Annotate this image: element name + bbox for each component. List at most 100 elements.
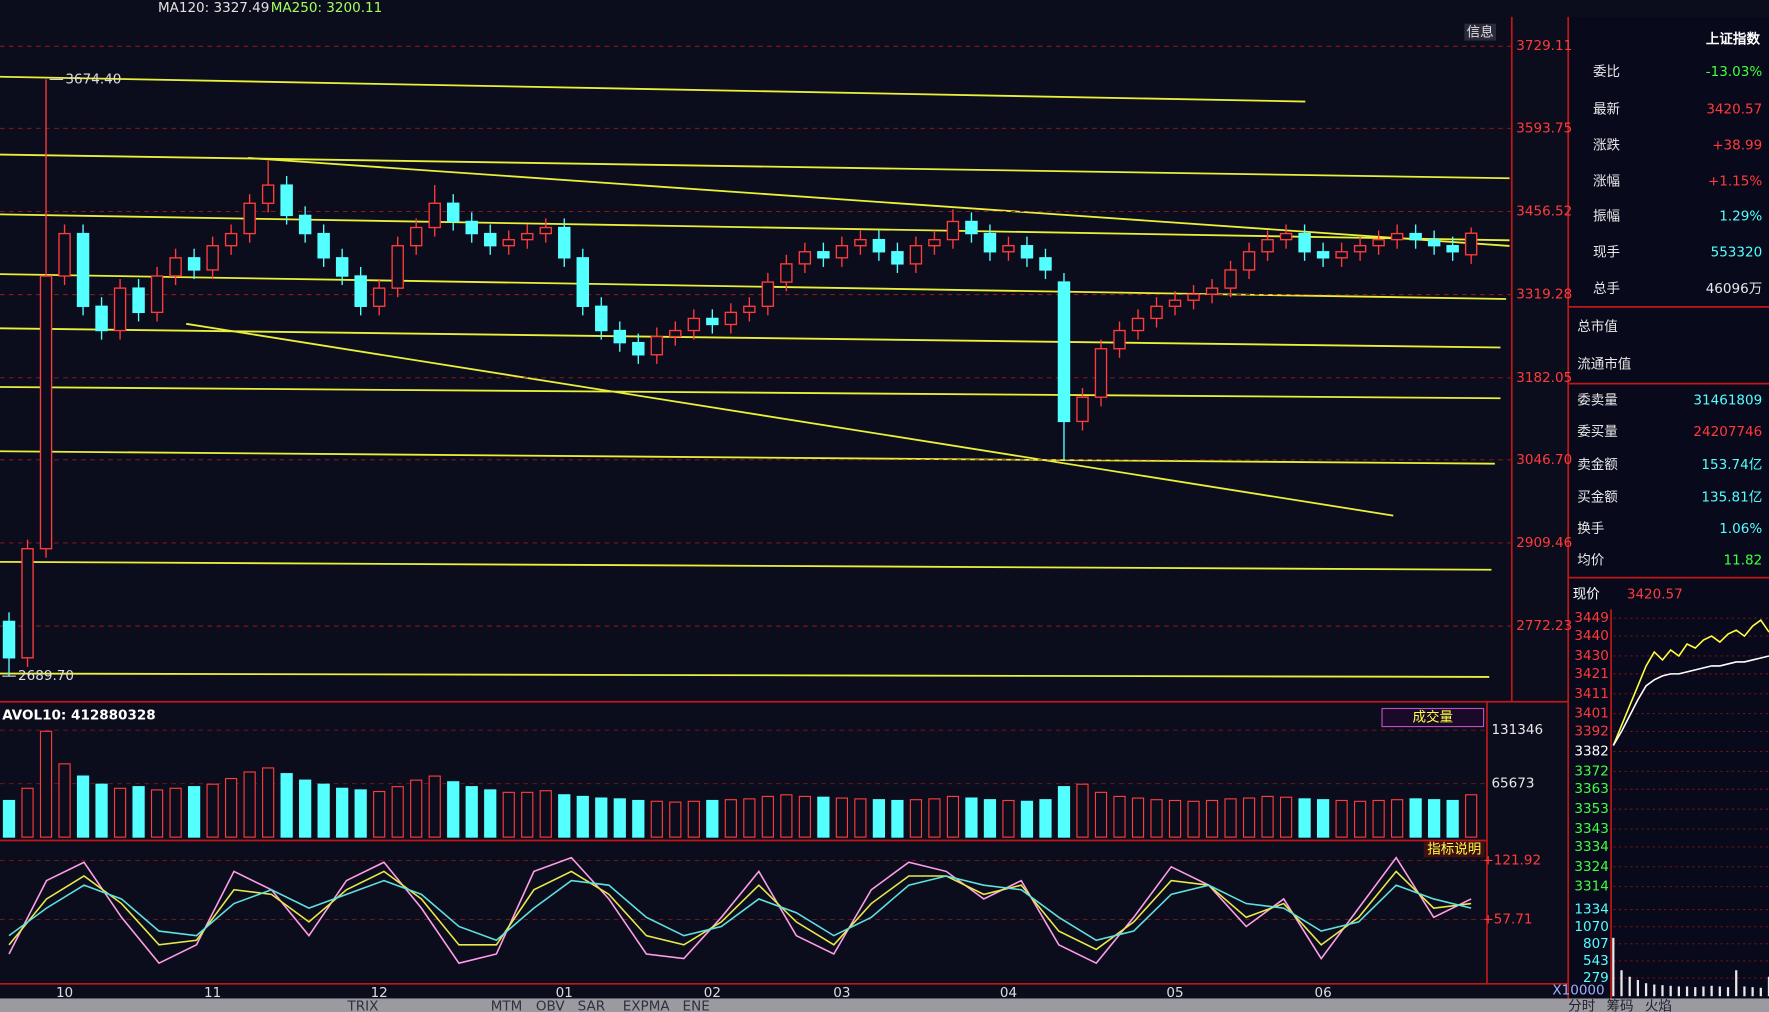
candle-body: [280, 184, 293, 217]
x-tick-label: 05: [1166, 985, 1183, 1001]
candle-body: [1020, 245, 1034, 259]
candle-body: [1168, 299, 1182, 307]
y-tick-label: 3382: [1574, 743, 1608, 759]
candle-body: [891, 251, 904, 265]
quote-value: 135.81亿: [1701, 490, 1762, 506]
volume-bar: [391, 786, 404, 838]
quote-label: 委买量: [1577, 424, 1618, 440]
candle-body: [854, 238, 867, 247]
volume-bar: [262, 767, 275, 838]
y-tick-label: 3363: [1574, 781, 1608, 797]
y-tick-label: 3324: [1574, 859, 1608, 875]
quote-label: 委卖量: [1577, 393, 1618, 409]
volume-bar: [484, 789, 497, 838]
candle-body: [372, 287, 386, 307]
view-tab[interactable]: 火焰: [1645, 998, 1672, 1012]
volume-bar: [76, 775, 90, 838]
y-tick-label: 3343: [1574, 821, 1608, 837]
volume-bar: [872, 799, 886, 838]
indicator-line: [8, 856, 1472, 965]
candle-body: [1316, 251, 1330, 259]
indicator-help[interactable]: [1423, 841, 1485, 858]
indicator: MA120: 3327.49: [158, 0, 269, 16]
x-tick-label: 12: [371, 985, 388, 1001]
volume-bar: [724, 799, 737, 838]
candle-body: [872, 238, 886, 253]
quote-value: +38.99: [1712, 138, 1762, 154]
y-tick-label: 3440: [1574, 628, 1608, 644]
y-tick-label: 3372: [1574, 763, 1608, 779]
volume-button-label[interactable]: 成交量: [1413, 709, 1454, 726]
volume-bar: [669, 801, 682, 838]
volume-bar: [613, 798, 626, 838]
candle-body: [298, 214, 312, 235]
indicator-line: [1612, 655, 1769, 746]
candle-body: [1205, 287, 1219, 295]
candle-body: [1372, 238, 1385, 247]
indicator-tab[interactable]: TRIX: [346, 998, 378, 1012]
x-tick-label: 04: [1000, 985, 1017, 1001]
quote-panel: [1568, 16, 1769, 999]
candle-body: [113, 287, 127, 332]
candle-body: [613, 329, 627, 344]
quote-value: 1.29%: [1719, 209, 1762, 225]
volume-bar: [909, 799, 923, 838]
candle-body: [669, 329, 682, 338]
volume-bar: [465, 786, 478, 838]
view-tab[interactable]: 筹码: [1607, 997, 1634, 1012]
candle-body: [965, 220, 978, 235]
quote-label: 总手: [1593, 281, 1620, 297]
quote-value: 11.82: [1724, 553, 1763, 569]
view-tab[interactable]: 分时: [1568, 998, 1595, 1012]
candle-body: [632, 341, 645, 356]
volume-bar: [1409, 798, 1422, 838]
volume-bar: [928, 798, 941, 838]
volume-bar: [39, 730, 53, 838]
volume-bar: [1039, 799, 1052, 838]
volume-bar: [113, 787, 127, 838]
candle-body: [761, 281, 775, 307]
indicator-tab[interactable]: ENE: [683, 998, 710, 1012]
candle-body: [1390, 232, 1404, 241]
volume-bar: [2, 799, 16, 838]
candle-body: [187, 257, 201, 271]
candle-body: [446, 202, 460, 223]
volume-button[interactable]: [1381, 707, 1485, 728]
volume-bar: [1076, 783, 1089, 838]
y-tick-label: 1070: [1574, 919, 1608, 935]
x-tick-label: 02: [704, 985, 721, 1001]
candle-body: [428, 202, 441, 229]
volume-bar: [595, 797, 608, 838]
y-tick-label: 543: [1583, 953, 1609, 969]
volume-bar: [336, 787, 349, 838]
panel-title: 上证指数: [1706, 30, 1761, 47]
volume-bar: [798, 795, 811, 838]
y-tick-label: 3593.75: [1516, 120, 1572, 136]
volume-bar: [854, 798, 867, 838]
volume-bar: [1446, 799, 1459, 838]
y-tick-label: 279: [1583, 970, 1609, 986]
candle-body: [1039, 257, 1052, 271]
quote-value: 153.74亿: [1701, 457, 1762, 473]
indicator-tab[interactable]: OBV: [536, 998, 565, 1012]
candle-body: [1353, 245, 1367, 253]
indicator-help-label[interactable]: 指标说明: [1427, 842, 1481, 858]
candle-body: [909, 245, 923, 265]
candle-body: [484, 232, 497, 247]
indicator-tab[interactable]: MTM: [491, 998, 523, 1012]
info-button-label[interactable]: 信息: [1467, 24, 1494, 41]
volume-bar: [1391, 799, 1404, 838]
info-button[interactable]: [1464, 23, 1496, 41]
volume-bar: [1465, 794, 1478, 838]
indicator-tab[interactable]: SAR: [578, 998, 605, 1012]
candle-body: [39, 275, 53, 550]
volume-title: AVOL10: 412880328: [2, 707, 155, 723]
indicator-tab[interactable]: EXPMA: [623, 998, 671, 1012]
volume-bar: [761, 795, 774, 838]
candle-body: [1335, 251, 1348, 259]
candle-body: [243, 202, 256, 235]
candle-body: [76, 232, 90, 307]
candle-body: [1150, 305, 1163, 320]
quote-value: 1.06%: [1719, 521, 1762, 537]
